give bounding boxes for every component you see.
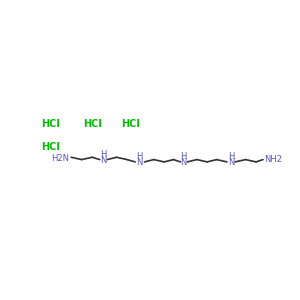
Text: HCl: HCl [121, 119, 140, 129]
Text: N: N [180, 158, 187, 167]
Text: HCl: HCl [41, 119, 60, 129]
Text: NH2: NH2 [264, 155, 282, 164]
Text: N: N [228, 158, 234, 167]
Text: HCl: HCl [41, 142, 60, 152]
Text: H2N: H2N [51, 154, 69, 164]
Text: H: H [180, 152, 187, 161]
Text: N: N [136, 158, 142, 167]
Text: HCl: HCl [83, 119, 102, 129]
Text: H: H [228, 152, 234, 161]
Text: H: H [100, 150, 106, 159]
Text: H: H [136, 152, 142, 161]
Text: N: N [100, 155, 106, 164]
